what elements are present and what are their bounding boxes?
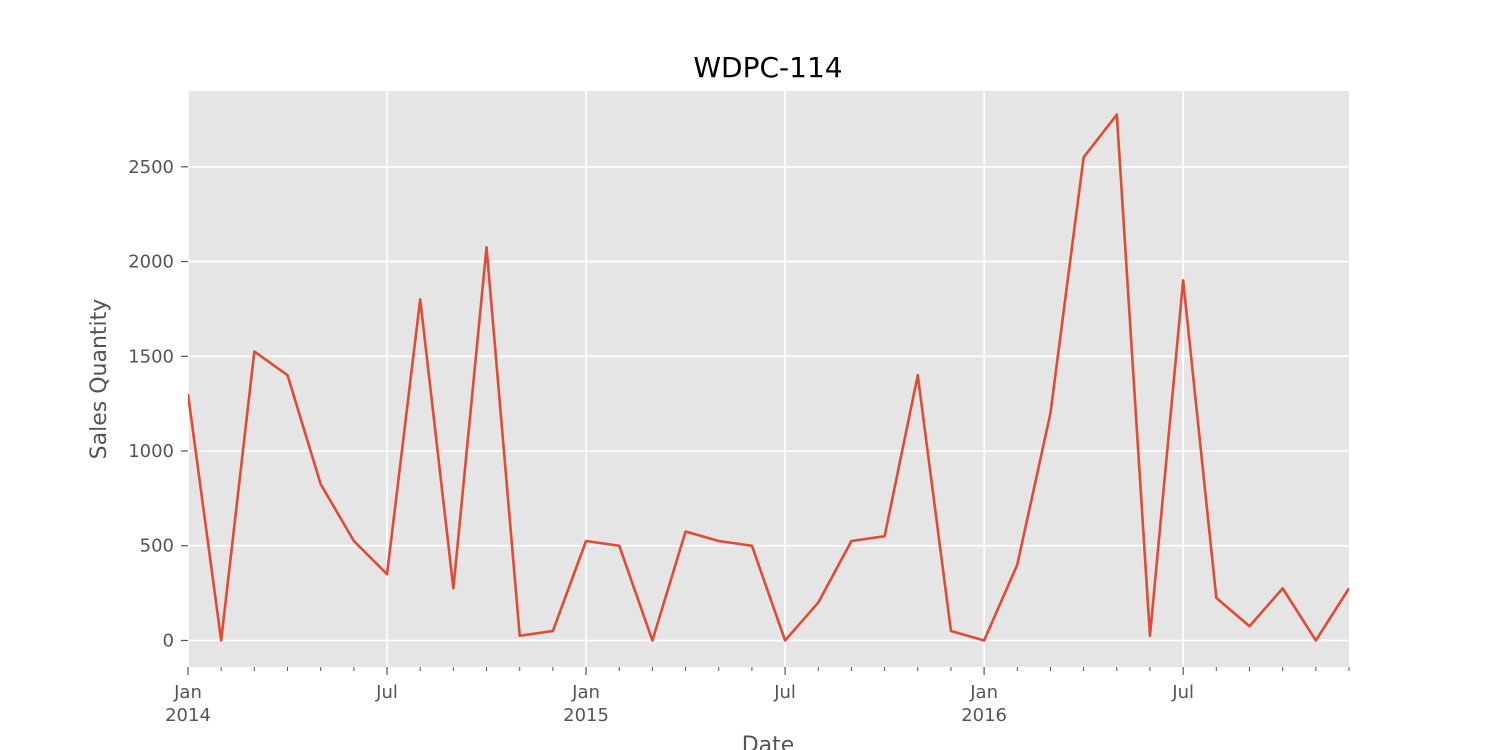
x-tick-label: Jan bbox=[969, 682, 998, 703]
chart-title: WDPC-114 bbox=[693, 51, 842, 84]
y-tick-label: 0 bbox=[163, 630, 174, 651]
y-tick-label: 1500 bbox=[128, 346, 174, 367]
x-tick-year-label: 2016 bbox=[961, 705, 1007, 726]
x-tick-label: Jan bbox=[571, 682, 600, 703]
x-tick-label: Jul bbox=[1171, 682, 1194, 703]
y-tick-label: 2000 bbox=[128, 252, 174, 273]
series-line-0 bbox=[188, 113, 1349, 642]
x-tick-label: Jan bbox=[173, 682, 202, 703]
x-tick-year-label: 2015 bbox=[563, 705, 609, 726]
x-axis-label: Date bbox=[742, 733, 795, 750]
x-tick-label: Jul bbox=[375, 682, 398, 703]
series-layer bbox=[188, 113, 1349, 642]
y-tick-label: 1000 bbox=[128, 441, 174, 462]
x-tick-label: Jul bbox=[773, 682, 796, 703]
axis-ticks bbox=[181, 166, 1350, 675]
y-axis-label: Sales Quantity bbox=[87, 299, 112, 460]
y-tick-label: 500 bbox=[140, 536, 174, 557]
y-tick-label: 2500 bbox=[128, 157, 174, 178]
x-tick-year-label: 2014 bbox=[165, 705, 211, 726]
